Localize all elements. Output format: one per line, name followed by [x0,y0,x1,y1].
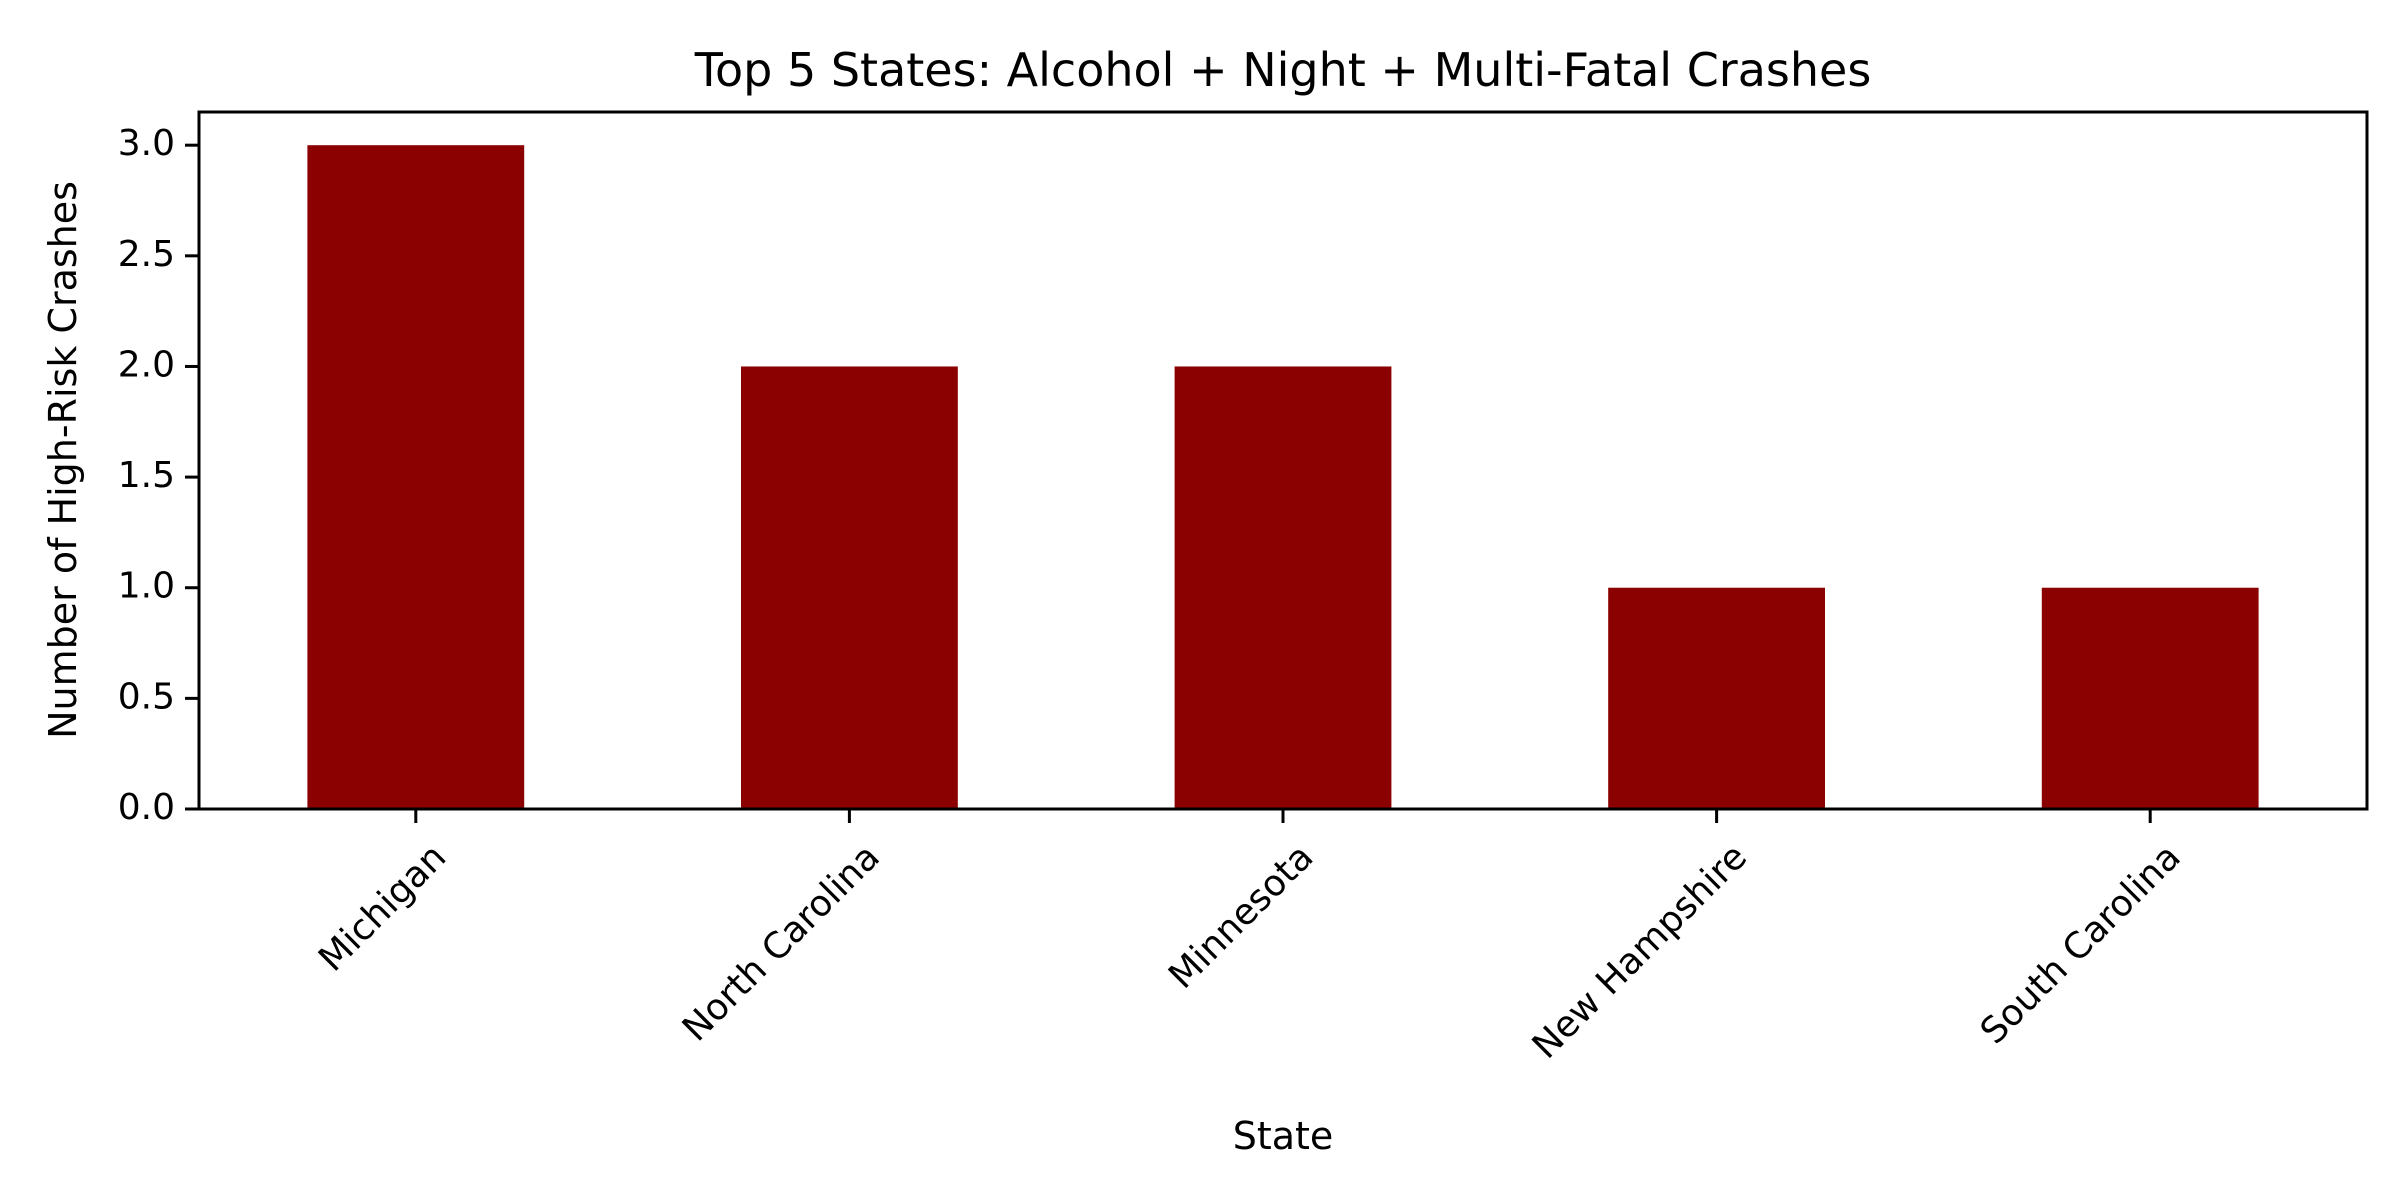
plot-frame [197,110,2369,811]
y-tick-label: 2.5 [118,234,175,275]
bar-north-carolina [741,366,958,809]
y-tick-label: 3.0 [118,123,175,164]
y-axis-ticks: 0.0 0.5 1.0 1.5 2.0 2.5 3.0 [118,123,199,828]
y-tick-label: 0.0 [118,787,175,828]
x-axis-label: State [1233,1114,1334,1158]
bar-michigan [307,145,525,809]
y-tick-label: 1.0 [118,566,175,607]
bar-new-hampshire [1608,587,1825,809]
y-tick-label: 1.5 [118,455,175,496]
bars-group [307,145,2259,809]
y-axis-label: Number of High-Risk Crashes [41,181,85,739]
bar-south-carolina [2041,587,2259,809]
y-tick-label: 0.5 [118,676,175,717]
bar-minnesota [1174,366,1392,809]
chart-title: Top 5 States: Alcohol + Night + Multi-Fa… [694,43,1872,97]
y-tick-label: 2.0 [118,344,175,385]
